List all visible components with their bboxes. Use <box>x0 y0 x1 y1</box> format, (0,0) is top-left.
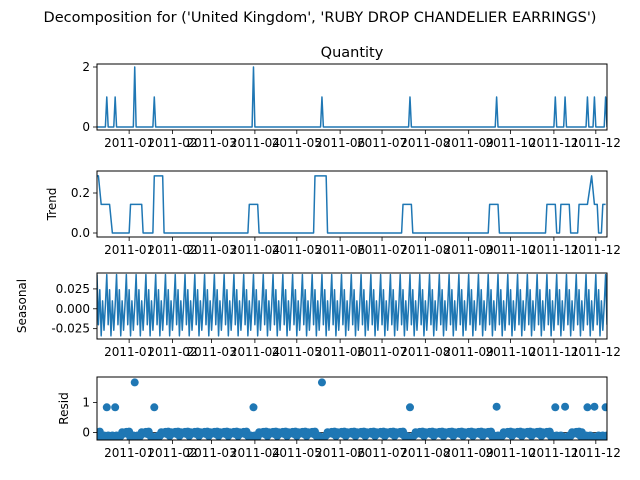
resid-point <box>551 403 560 412</box>
panel-3: Seasonal 0.0250.000-0.0252011-012011-0220… <box>15 272 621 359</box>
x-tick-label: 2011-09 <box>444 136 494 150</box>
panel-4: Resid012011-012011-022011-032011-042011-… <box>57 376 621 460</box>
x-tick-label: 2011-05 <box>272 446 322 460</box>
x-tick-label: 2011-09 <box>444 446 494 460</box>
x-tick-label: 2011-10 <box>486 345 536 359</box>
figure-suptitle: Decomposition for ('United Kingdom', 'RU… <box>44 10 597 26</box>
seasonal-line <box>97 273 607 337</box>
y-tick-label: 0 <box>82 426 90 440</box>
x-tick-label: 2011-11 <box>529 345 579 359</box>
x-tick-label: 2011-11 <box>529 243 579 257</box>
x-tick-label: 2011-07 <box>357 243 407 257</box>
x-tick-label: 2011-08 <box>400 243 450 257</box>
x-tick-label: 2011-09 <box>444 243 494 257</box>
resid-point <box>130 378 139 387</box>
resid-point <box>405 403 414 412</box>
y-tick-label: -0.025 <box>51 322 90 336</box>
x-tick-label: 2011-04 <box>230 345 280 359</box>
panel-title: Quantity <box>321 45 384 61</box>
x-tick-label: 2011-11 <box>529 446 579 460</box>
panel-2: Trend0.00.22011-012011-022011-032011-042… <box>45 170 621 257</box>
x-tick-label: 2011-08 <box>400 136 450 150</box>
x-tick-label: 2011-02 <box>147 136 197 150</box>
resid-point <box>583 403 592 412</box>
quantity-line <box>97 66 607 128</box>
x-tick-label: 2011-08 <box>400 446 450 460</box>
x-tick-label: 2011-07 <box>357 136 407 150</box>
y-tick-label: 0.0 <box>71 226 90 240</box>
x-tick-label: 2011-10 <box>486 446 536 460</box>
x-tick-label: 2011-06 <box>315 136 365 150</box>
y-axis-label: Resid <box>57 392 71 424</box>
y-axis-label: Trend <box>45 188 59 222</box>
x-tick-label: 2011-03 <box>187 345 237 359</box>
resid-point <box>102 403 111 412</box>
x-tick-label: 2011-05 <box>272 243 322 257</box>
x-tick-label: 2011-10 <box>486 243 536 257</box>
y-axis-label: Seasonal <box>15 279 29 333</box>
x-tick-label: 2011-03 <box>187 446 237 460</box>
plot-area <box>97 175 606 234</box>
resid-point <box>317 378 326 387</box>
resid-point <box>111 403 120 412</box>
y-tick-label: 0 <box>82 120 90 134</box>
x-tick-label: 2011-02 <box>147 446 197 460</box>
x-tick-label: 2011-05 <box>272 136 322 150</box>
x-tick-label: 2011-04 <box>230 243 280 257</box>
x-tick-label: 2011-12 <box>571 446 621 460</box>
resid-point <box>590 402 599 411</box>
trend-line <box>97 175 606 234</box>
x-tick-label: 2011-02 <box>147 243 197 257</box>
plot-area <box>97 378 607 440</box>
resid-point <box>603 431 607 440</box>
resid-point <box>492 402 501 411</box>
x-tick-label: 2011-03 <box>187 243 237 257</box>
y-tick-label: 2 <box>82 60 90 74</box>
resid-point <box>249 403 258 412</box>
x-tick-label: 2011-12 <box>571 345 621 359</box>
y-tick-label: 0.025 <box>56 282 90 296</box>
plot-area <box>97 273 607 337</box>
x-tick-label: 2011-04 <box>230 136 280 150</box>
resid-point <box>150 403 159 412</box>
x-tick-label: 2011-07 <box>357 446 407 460</box>
x-tick-label: 2011-06 <box>315 345 365 359</box>
x-tick-label: 2011-02 <box>147 345 197 359</box>
x-tick-label: 2011-11 <box>529 136 579 150</box>
panel-1: Quantity022011-012011-022011-032011-0420… <box>82 45 621 150</box>
x-tick-label: 2011-06 <box>315 243 365 257</box>
plot-area <box>97 66 607 128</box>
y-tick-label: 0.000 <box>56 302 90 316</box>
axes-frame <box>96 272 608 340</box>
x-tick-label: 2011-06 <box>315 446 365 460</box>
x-tick-label: 2011-01 <box>104 345 154 359</box>
resid-point <box>561 402 570 411</box>
y-tick-label: 0.2 <box>71 186 90 200</box>
axes-frame <box>96 63 608 131</box>
x-tick-label: 2011-05 <box>272 345 322 359</box>
x-tick-label: 2011-03 <box>187 136 237 150</box>
x-tick-label: 2011-09 <box>444 345 494 359</box>
resid-point <box>601 403 607 412</box>
x-tick-label: 2011-01 <box>104 446 154 460</box>
x-tick-label: 2011-10 <box>486 136 536 150</box>
x-tick-label: 2011-04 <box>230 446 280 460</box>
x-tick-label: 2011-01 <box>104 243 154 257</box>
x-tick-label: 2011-08 <box>400 345 450 359</box>
x-tick-label: 2011-12 <box>571 243 621 257</box>
x-tick-label: 2011-01 <box>104 136 154 150</box>
x-tick-label: 2011-07 <box>357 345 407 359</box>
axes-frame <box>96 170 608 238</box>
x-tick-label: 2011-12 <box>571 136 621 150</box>
axes-frame <box>96 376 608 441</box>
y-tick-label: 1 <box>82 396 90 410</box>
